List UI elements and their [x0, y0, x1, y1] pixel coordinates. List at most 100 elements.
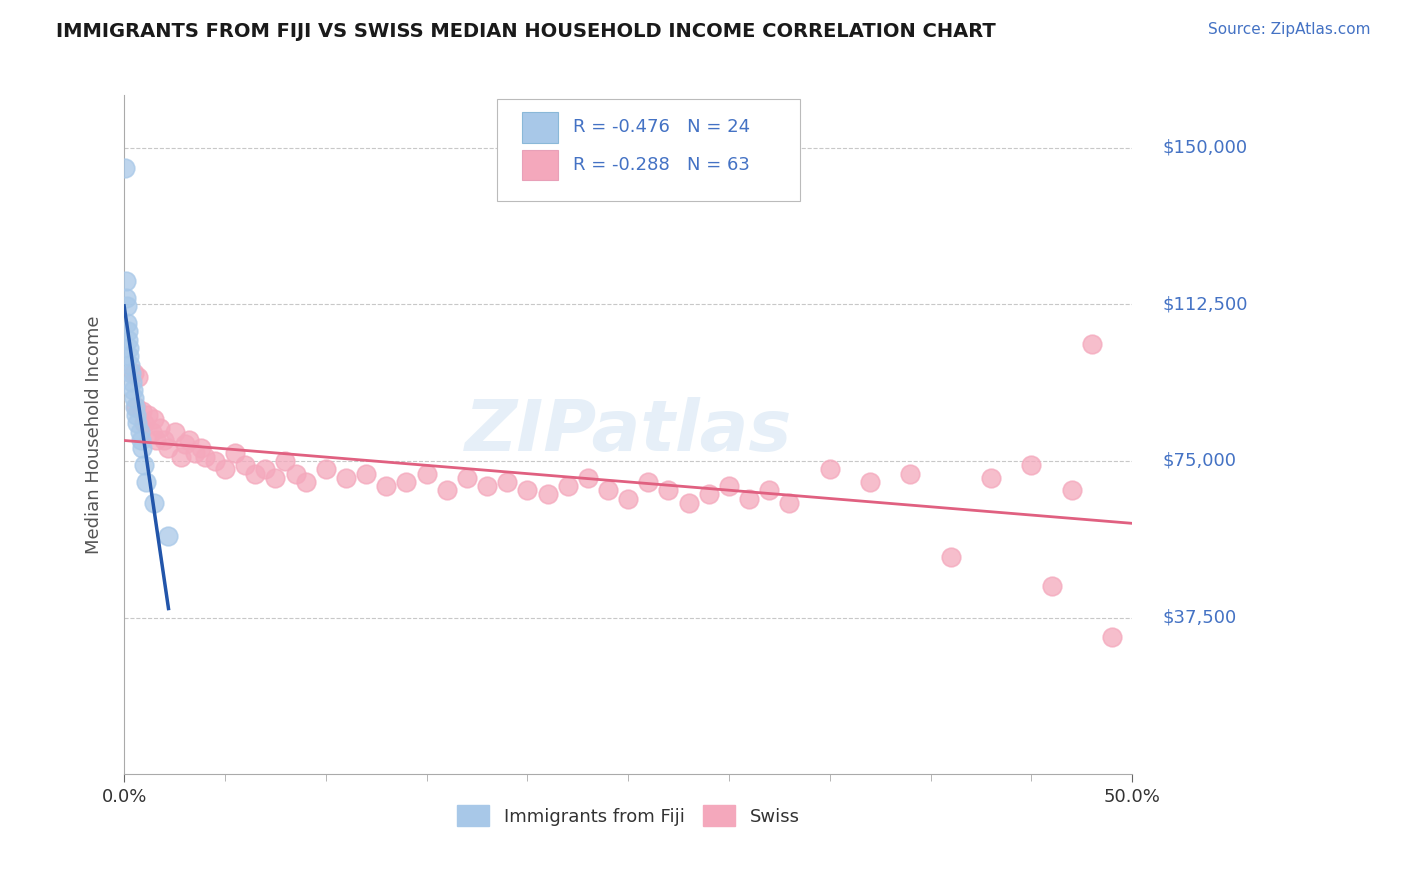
Point	[157, 442, 180, 456]
Point	[375, 479, 398, 493]
Point	[980, 471, 1002, 485]
Point	[436, 483, 458, 498]
Point	[354, 467, 377, 481]
Point	[536, 487, 558, 501]
Point	[900, 467, 922, 481]
Point	[1081, 337, 1104, 351]
Point	[274, 454, 297, 468]
Point	[496, 475, 519, 489]
Point	[224, 445, 246, 459]
Point	[1040, 579, 1063, 593]
Point	[131, 404, 153, 418]
Point	[122, 383, 145, 397]
Point	[194, 450, 217, 464]
Point	[233, 458, 256, 472]
Point	[117, 325, 139, 339]
Point	[415, 467, 437, 481]
Point	[456, 471, 478, 485]
Point	[149, 420, 172, 434]
Point	[136, 408, 159, 422]
Point	[117, 333, 139, 347]
Point	[717, 479, 740, 493]
Point	[125, 400, 148, 414]
Point	[153, 433, 176, 447]
Point	[183, 445, 205, 459]
Bar	[522, 112, 558, 143]
Point	[557, 479, 579, 493]
Point	[121, 375, 143, 389]
Point	[516, 483, 538, 498]
Point	[697, 487, 720, 501]
Point	[129, 425, 152, 439]
Point	[120, 358, 142, 372]
Point	[264, 471, 287, 485]
Point	[294, 475, 316, 489]
Point	[118, 341, 141, 355]
Text: IMMIGRANTS FROM FIJI VS SWISS MEDIAN HOUSEHOLD INCOME CORRELATION CHART: IMMIGRANTS FROM FIJI VS SWISS MEDIAN HOU…	[56, 22, 995, 41]
Point	[617, 491, 640, 506]
Point	[395, 475, 418, 489]
Point	[115, 299, 138, 313]
Point	[120, 366, 142, 380]
Point	[134, 458, 156, 472]
Point	[114, 161, 136, 176]
Point	[859, 475, 882, 489]
Point	[738, 491, 761, 506]
Point	[939, 550, 962, 565]
Text: Source: ZipAtlas.com: Source: ZipAtlas.com	[1208, 22, 1371, 37]
Point	[475, 479, 498, 493]
FancyBboxPatch shape	[498, 99, 800, 201]
Point	[204, 454, 226, 468]
Point	[190, 442, 212, 456]
Text: $112,500: $112,500	[1163, 295, 1249, 313]
Point	[157, 529, 180, 543]
Point	[115, 316, 138, 330]
Point	[131, 442, 153, 456]
Point	[163, 425, 186, 439]
Text: $37,500: $37,500	[1163, 608, 1237, 627]
Point	[758, 483, 780, 498]
Point	[214, 462, 236, 476]
Point	[141, 425, 163, 439]
Point	[818, 462, 841, 476]
Point	[254, 462, 277, 476]
Point	[115, 291, 138, 305]
Point	[122, 392, 145, 406]
Point	[177, 433, 200, 447]
Point	[778, 496, 800, 510]
Point	[145, 433, 167, 447]
Point	[678, 496, 700, 510]
Point	[127, 417, 149, 431]
Point	[657, 483, 679, 498]
Text: ZIPatlas: ZIPatlas	[464, 397, 792, 467]
Point	[124, 400, 146, 414]
Point	[1021, 458, 1043, 472]
Point	[315, 462, 337, 476]
Point	[169, 450, 191, 464]
Point	[122, 366, 145, 380]
Point	[135, 475, 157, 489]
Point	[173, 437, 195, 451]
Text: R = -0.476   N = 24: R = -0.476 N = 24	[572, 119, 749, 136]
Text: $150,000: $150,000	[1163, 138, 1247, 156]
Point	[134, 417, 156, 431]
Point	[596, 483, 619, 498]
Point	[1060, 483, 1083, 498]
Point	[129, 433, 152, 447]
Bar	[522, 150, 558, 180]
Point	[1101, 630, 1123, 644]
Point	[143, 412, 166, 426]
Point	[335, 471, 357, 485]
Point	[284, 467, 307, 481]
Point	[115, 274, 138, 288]
Point	[127, 370, 149, 384]
Point	[243, 467, 266, 481]
Point	[118, 350, 141, 364]
Point	[637, 475, 659, 489]
Point	[576, 471, 599, 485]
Text: $75,000: $75,000	[1163, 452, 1236, 470]
Point	[125, 408, 148, 422]
Legend: Immigrants from Fiji, Swiss: Immigrants from Fiji, Swiss	[450, 798, 807, 833]
Y-axis label: Median Household Income: Median Household Income	[86, 316, 103, 554]
Point	[143, 496, 166, 510]
